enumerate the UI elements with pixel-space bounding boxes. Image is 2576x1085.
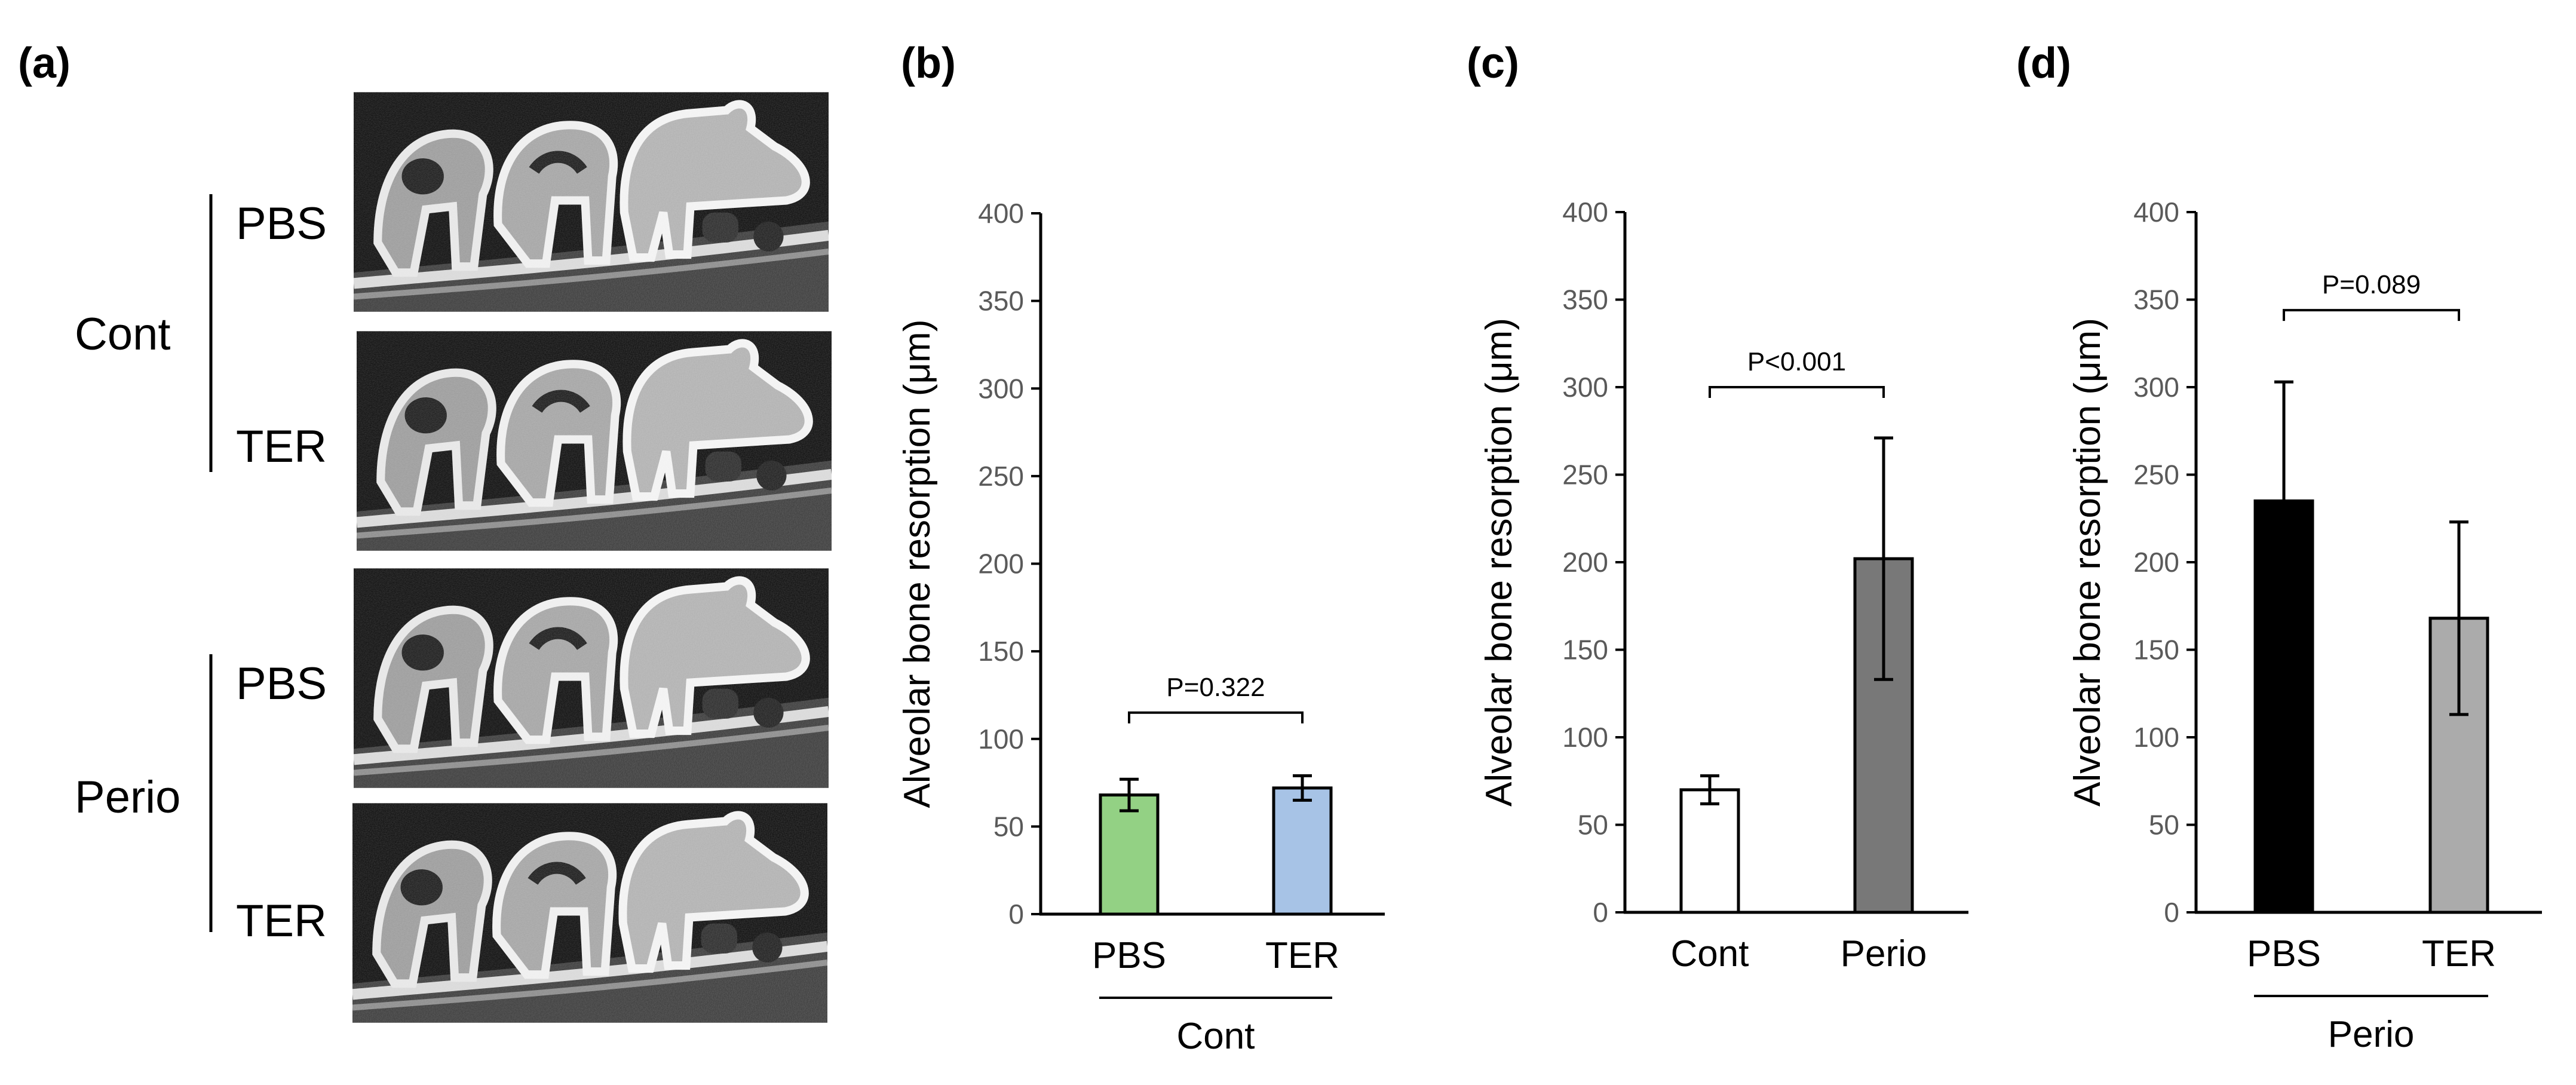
bar-pbs	[1099, 793, 1160, 916]
x-tick-label: PBS	[2247, 933, 2321, 974]
group-label-cont: Cont	[75, 309, 171, 360]
group-label: Perio	[2328, 1014, 2415, 1055]
chart-1: (b) 0 50 100 150 200 250 300 350 400 Alveolar bone…	[897, 39, 1385, 1057]
y-tick-label: 200	[978, 548, 1024, 580]
y-tick-label: 300	[2133, 372, 2179, 403]
y-tick-label: 250	[2133, 459, 2179, 491]
x-tick-label: Perio	[1841, 933, 1927, 974]
panel-label: (d)	[2016, 39, 2071, 87]
y-tick-label: 0	[1593, 897, 1608, 928]
y-tick-label: 50	[993, 811, 1024, 842]
row-label-pbs-cont: PBS	[236, 198, 327, 249]
panel-a: (a) Cont Perio PBS TER PBS TER	[18, 39, 832, 1023]
panel-a-label: (a)	[18, 39, 70, 87]
y-axis-label: Alveolar bone resorption (μm)	[897, 320, 938, 808]
y-tick-label: 400	[1562, 197, 1608, 228]
x-tick-label: Cont	[1671, 933, 1749, 974]
p-value-label: P=0.322	[1166, 673, 1265, 702]
group-label: Cont	[1177, 1016, 1255, 1057]
y-tick-label: 150	[978, 636, 1024, 667]
y-tick-label: 250	[978, 461, 1024, 492]
y-tick-label: 100	[1562, 722, 1608, 753]
x-tick-label: PBS	[1092, 935, 1166, 976]
x-tick-label: TER	[2422, 933, 2496, 974]
panel-label: (b)	[901, 39, 956, 87]
y-tick-label: 350	[978, 286, 1024, 317]
charts: (b) 0 50 100 150 200 250 300 350 400 Alveolar bone…	[897, 39, 2542, 1057]
ct-image-cont-ter	[357, 331, 832, 550]
bar-cont	[1679, 788, 1740, 914]
y-tick-label: 100	[2133, 722, 2179, 753]
y-tick-label: 400	[978, 198, 1024, 229]
y-tick-label: 200	[1562, 547, 1608, 578]
ct-image-perio-ter	[352, 803, 827, 1022]
x-tick-label: TER	[1265, 935, 1339, 976]
chart-2: (c) 0 50 100 150 200 250 300 350 400 Alveolar bone…	[1467, 39, 1968, 974]
y-tick-label: 300	[1562, 372, 1608, 403]
chart-3: (d) 0 50 100 150 200 250 300 350 400 Alveolar bone…	[2016, 39, 2542, 1055]
y-tick-label: 150	[1562, 635, 1608, 666]
y-tick-label: 300	[978, 373, 1024, 404]
row-label-ter-perio: TER	[236, 896, 327, 946]
bar-ter	[1272, 786, 1333, 916]
y-tick-label: 100	[978, 724, 1024, 755]
y-tick-label: 400	[2133, 197, 2179, 228]
y-tick-label: 0	[1008, 899, 1024, 930]
p-value-label: P=0.089	[2322, 270, 2421, 299]
y-axis-label: Alveolar bone resorption (μm)	[1479, 318, 1520, 807]
ct-image-cont-pbs	[354, 92, 829, 311]
ct-image-perio-pbs	[354, 568, 829, 787]
group-label-perio: Perio	[75, 772, 180, 823]
p-value-label: P<0.001	[1747, 347, 1846, 376]
y-tick-label: 350	[1562, 284, 1608, 315]
y-tick-label: 350	[2133, 284, 2179, 315]
significance-bracket	[2283, 309, 2460, 321]
significance-bracket	[1709, 386, 1885, 398]
y-axis-label: Alveolar bone resorption (μm)	[2067, 318, 2108, 807]
row-label-ter-cont: TER	[236, 421, 327, 472]
y-tick-label: 0	[2164, 897, 2179, 928]
y-tick-label: 50	[1578, 810, 1608, 841]
y-tick-label: 150	[2133, 635, 2179, 666]
row-label-pbs-perio: PBS	[236, 658, 327, 709]
y-tick-label: 50	[2149, 810, 2179, 841]
y-tick-label: 250	[1562, 459, 1608, 491]
significance-bracket	[1128, 711, 1304, 724]
panel-label: (c)	[1467, 39, 1519, 87]
y-tick-label: 200	[2133, 547, 2179, 578]
